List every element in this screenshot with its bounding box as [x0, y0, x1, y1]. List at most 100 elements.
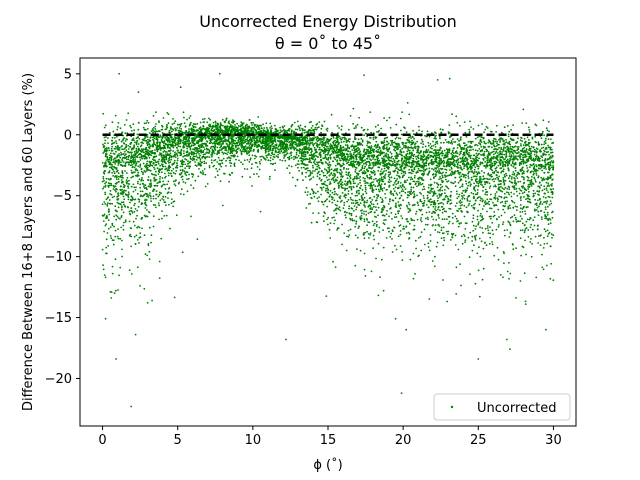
scatter-point: [298, 148, 301, 151]
scatter-point: [508, 180, 511, 183]
scatter-point: [534, 198, 537, 201]
scatter-point: [484, 188, 487, 191]
scatter-point: [120, 216, 123, 219]
scatter-point: [392, 157, 395, 160]
scatter-point: [397, 201, 400, 203]
scatter-point: [396, 174, 398, 177]
scatter-point: [196, 123, 199, 125]
scatter-point: [471, 140, 474, 143]
scatter-point: [359, 179, 362, 182]
scatter-point: [214, 122, 217, 124]
scatter-point: [302, 139, 305, 141]
scatter-point: [445, 185, 447, 188]
scatter-point: [424, 168, 427, 171]
scatter-point: [529, 183, 531, 186]
scatter-point: [267, 159, 270, 162]
scatter-point: [468, 130, 471, 133]
scatter-point: [228, 180, 231, 183]
scatter-point: [160, 185, 163, 188]
scatter-point: [372, 234, 375, 237]
scatter-point: [528, 145, 531, 148]
scatter-point: [469, 200, 471, 203]
scatter-point: [493, 160, 496, 163]
scatter-point: [138, 156, 141, 159]
scatter-point: [353, 205, 356, 207]
scatter-point: [520, 199, 522, 202]
scatter-point: [549, 222, 552, 225]
scatter-point: [501, 151, 504, 153]
scatter-point: [381, 210, 384, 212]
scatter-point: [327, 159, 329, 161]
scatter-point: [474, 166, 477, 169]
scatter-point: [456, 152, 459, 155]
scatter-point: [521, 173, 524, 175]
scatter-point: [367, 150, 370, 153]
scatter-point: [420, 165, 422, 168]
scatter-point: [342, 159, 345, 162]
scatter-point: [375, 188, 378, 191]
scatter-point: [431, 212, 433, 215]
scatter-point: [472, 229, 475, 232]
scatter-point: [339, 200, 342, 203]
scatter-point: [314, 192, 317, 195]
scatter-point: [440, 167, 442, 170]
scatter-point: [209, 147, 212, 150]
scatter-point: [312, 176, 315, 179]
scatter-point: [185, 174, 188, 177]
scatter-point: [197, 175, 200, 178]
scatter-point: [317, 164, 320, 167]
scatter-point: [145, 122, 148, 124]
scatter-point: [401, 147, 404, 150]
scatter-point: [199, 158, 202, 161]
scatter-point: [217, 122, 219, 125]
scatter-point: [484, 128, 487, 131]
scatter-point: [183, 116, 185, 119]
scatter-point: [507, 148, 510, 151]
scatter-point: [338, 153, 341, 156]
scatter-point: [335, 193, 337, 195]
scatter-point: [473, 204, 475, 206]
scatter-point: [169, 126, 172, 128]
scatter-point: [188, 117, 191, 119]
scatter-point: [397, 137, 400, 140]
scatter-point: [459, 138, 462, 140]
scatter-point: [439, 183, 442, 186]
scatter-point: [376, 203, 379, 205]
scatter-point: [476, 252, 479, 255]
scatter-point: [514, 169, 517, 172]
scatter-point: [329, 154, 331, 156]
scatter-point: [136, 239, 139, 241]
scatter-point: [284, 129, 287, 132]
scatter-point: [476, 144, 479, 147]
scatter-point: [521, 140, 524, 143]
scatter-point: [525, 122, 528, 124]
scatter-point: [222, 157, 225, 160]
scatter-point: [497, 225, 500, 228]
scatter-point: [341, 181, 344, 184]
scatter-point: [388, 200, 391, 203]
scatter-point: [434, 175, 437, 178]
scatter-point: [523, 224, 526, 227]
scatter-point: [312, 170, 314, 172]
scatter-point: [166, 153, 169, 155]
scatter-point: [181, 165, 184, 168]
scatter-point: [139, 186, 142, 189]
scatter-point: [132, 147, 135, 150]
scatter-point: [124, 132, 127, 135]
scatter-point: [397, 182, 399, 185]
scatter-point: [317, 126, 320, 128]
scatter-point: [463, 204, 466, 207]
scatter-point: [102, 112, 105, 115]
scatter-point: [523, 178, 525, 181]
scatter-point: [398, 143, 400, 146]
scatter-point: [551, 216, 554, 219]
scatter-point: [431, 132, 433, 134]
scatter-point: [161, 125, 164, 128]
scatter-point: [531, 228, 534, 231]
scatter-point: [523, 153, 526, 156]
scatter-point: [363, 167, 366, 170]
scatter-point: [299, 129, 301, 132]
scatter-point: [494, 140, 497, 143]
scatter-point: [189, 148, 192, 151]
scatter-point: [538, 235, 540, 237]
